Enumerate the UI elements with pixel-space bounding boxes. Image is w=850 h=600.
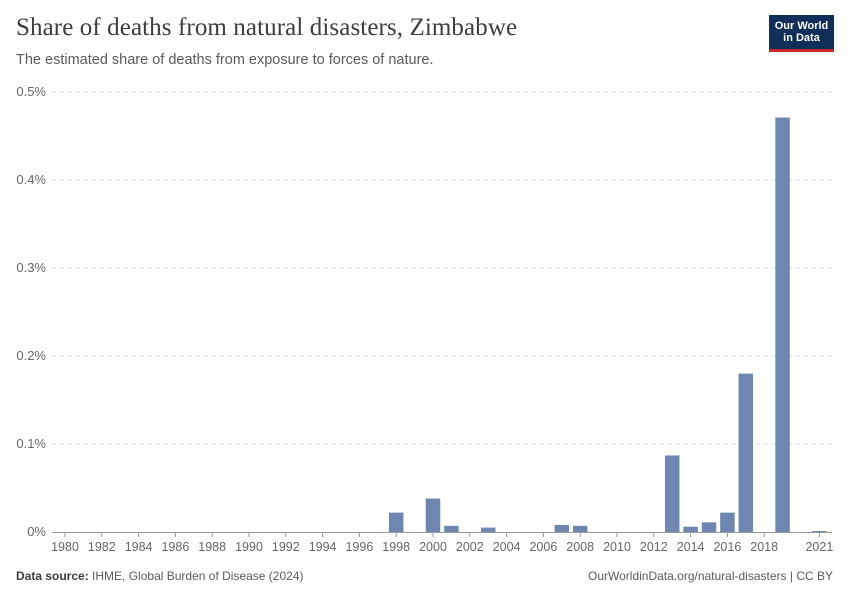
x-tick-label: 1984 [125,540,153,554]
logo-line-1: Our World [774,20,829,32]
x-tick-label: 2012 [640,540,668,554]
bar-2007[interactable] [554,524,570,532]
y-tick-label: 0% [27,524,46,539]
data-source: Data source: IHME, Global Burden of Dise… [16,569,303,583]
x-tick-label: 1998 [382,540,410,554]
x-tick-label: 2018 [750,540,778,554]
x-tick-label: 1990 [235,540,263,554]
x-tick-label: 2010 [603,540,631,554]
data-source-text: IHME, Global Burden of Disease (2024) [92,569,304,583]
x-tick-label: 2004 [493,540,521,554]
chart-title: Share of deaths from natural disasters, … [16,14,518,41]
y-tick-label: 0.5% [16,84,46,99]
x-axis: 1980 1982 1984 1986 1988 1990 1992 1994 1996 1998… [51,532,833,554]
x-tick-label: 2016 [713,540,741,554]
bar-2008[interactable] [572,525,588,532]
bar-2014[interactable] [683,526,698,532]
footer-link[interactable]: OurWorldinData.org/natural-disasters | C… [588,569,833,583]
grid-layer [52,91,832,445]
x-tick-label: 1996 [345,540,373,554]
logo-line-2: in Data [783,32,820,44]
bar-2016[interactable] [720,512,735,532]
x-tick-label: 2002 [456,540,484,554]
y-axis-ticks: 0% 0.1% 0.2% 0.3% 0.4% 0.5% [16,84,46,539]
bar-2001[interactable] [444,525,459,532]
x-tick-label: 1982 [88,540,116,554]
bar-2021[interactable] [812,531,827,532]
bar-2019[interactable] [775,117,790,533]
x-tick-label: 1980 [51,540,79,554]
x-tick-label: 1986 [161,540,189,554]
x-tick-label: 2006 [529,540,557,554]
y-tick-label: 0.3% [16,260,46,275]
bar-1998[interactable] [388,512,404,532]
bar-2013[interactable] [664,455,680,532]
x-tick-label: 2014 [677,540,705,554]
chart-subtitle: The estimated share of deaths from expos… [16,52,434,68]
x-tick-label: 2000 [419,540,447,554]
bar-2017[interactable] [738,373,754,532]
owid-logo[interactable]: Our World in Data [769,15,834,52]
x-tick-label: 2008 [566,540,594,554]
y-tick-label: 0.2% [16,348,46,363]
x-tick-label: 1988 [198,540,226,554]
data-source-label: Data source: [16,569,89,583]
bar-2003[interactable] [480,527,496,532]
bar-2000[interactable] [425,498,441,532]
x-tick-label: 1994 [309,540,337,554]
y-tick-label: 0.1% [16,436,46,451]
bar-2015[interactable] [701,522,717,532]
x-tick-label: 1992 [272,540,300,554]
x-tick-label: 2021 [805,540,833,554]
y-tick-label: 0.4% [16,172,46,187]
bars [388,117,827,533]
